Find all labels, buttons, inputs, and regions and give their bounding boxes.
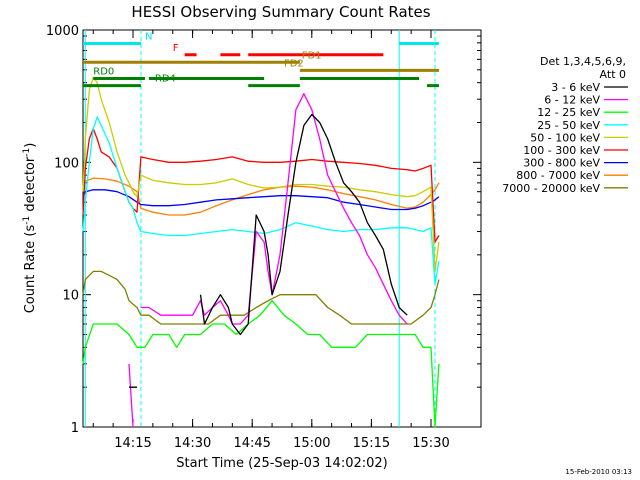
series-line-2: [82, 300, 440, 428]
legend-label: 7000 - 20000 keV: [502, 182, 600, 195]
legend-label: 100 - 300 keV: [523, 144, 600, 157]
legend-label: 3 - 6 keV: [551, 81, 600, 94]
legend-label: 12 - 25 keV: [537, 106, 600, 119]
y-tick-label: 1000: [46, 24, 79, 39]
series-line-4: [82, 76, 440, 273]
flag-label: FD1: [302, 50, 322, 61]
ylabel-part2: detector: [23, 156, 38, 216]
footer-date: 15-Feb-2010 03:13: [565, 468, 632, 476]
event-markers: [84, 30, 436, 427]
y-tick-labels: 1 10 100 1000: [46, 24, 79, 436]
y-tick-label: 10: [62, 289, 79, 304]
flag-label: RD0: [93, 67, 114, 78]
legend-label: 800 - 7000 keV: [516, 169, 600, 182]
axes-ticks: [83, 30, 481, 428]
series-line-5: [82, 127, 440, 243]
ylabel-exp2: -1: [22, 148, 32, 157]
ylabel-part1: Count Rate (s: [23, 225, 38, 314]
legend-label: 6 - 12 keV: [544, 94, 600, 107]
series-lines: [82, 76, 440, 428]
legend-header-line2: Att 0: [600, 68, 626, 81]
x-axis-label: Start Time (25-Sep-03 14:02:02): [176, 456, 387, 471]
legend-label: 25 - 50 keV: [537, 119, 600, 132]
series-line-7: [82, 177, 440, 216]
x-tick-label: 15:00: [293, 436, 330, 451]
flag-label: N: [145, 32, 152, 43]
series-line-6: [82, 189, 440, 211]
legend-label: 300 - 800 keV: [523, 157, 600, 170]
series-line-8: [82, 270, 440, 325]
x-tick-labels: 14:15 14:30 14:45 15:00 15:15 15:30: [114, 436, 449, 451]
y-tick-label: 1: [71, 421, 79, 436]
flag-label: F: [173, 43, 179, 54]
flag-label: RD4: [155, 74, 176, 85]
ylabel-part3: ): [23, 143, 38, 148]
series-line-3: [82, 116, 440, 285]
y-axis-label: Count Rate (s-1 detector-1): [22, 143, 38, 314]
x-tick-label: 15:30: [412, 436, 449, 451]
legend-header-line1: Det 1,3,4,5,6,9,: [540, 55, 626, 68]
x-tick-label: 14:15: [114, 436, 151, 451]
legend-label: 50 - 100 keV: [530, 131, 600, 144]
flag-label: FD2: [284, 58, 304, 69]
y-tick-label: 100: [54, 156, 79, 171]
series-line-0: [129, 113, 408, 388]
x-tick-label: 14:30: [174, 436, 211, 451]
x-tick-label: 15:15: [353, 436, 390, 451]
chart-title: HESSI Observing Summary Count Rates: [131, 3, 430, 21]
ylabel-exp1: -1: [22, 216, 32, 225]
x-tick-label: 14:45: [233, 436, 270, 451]
